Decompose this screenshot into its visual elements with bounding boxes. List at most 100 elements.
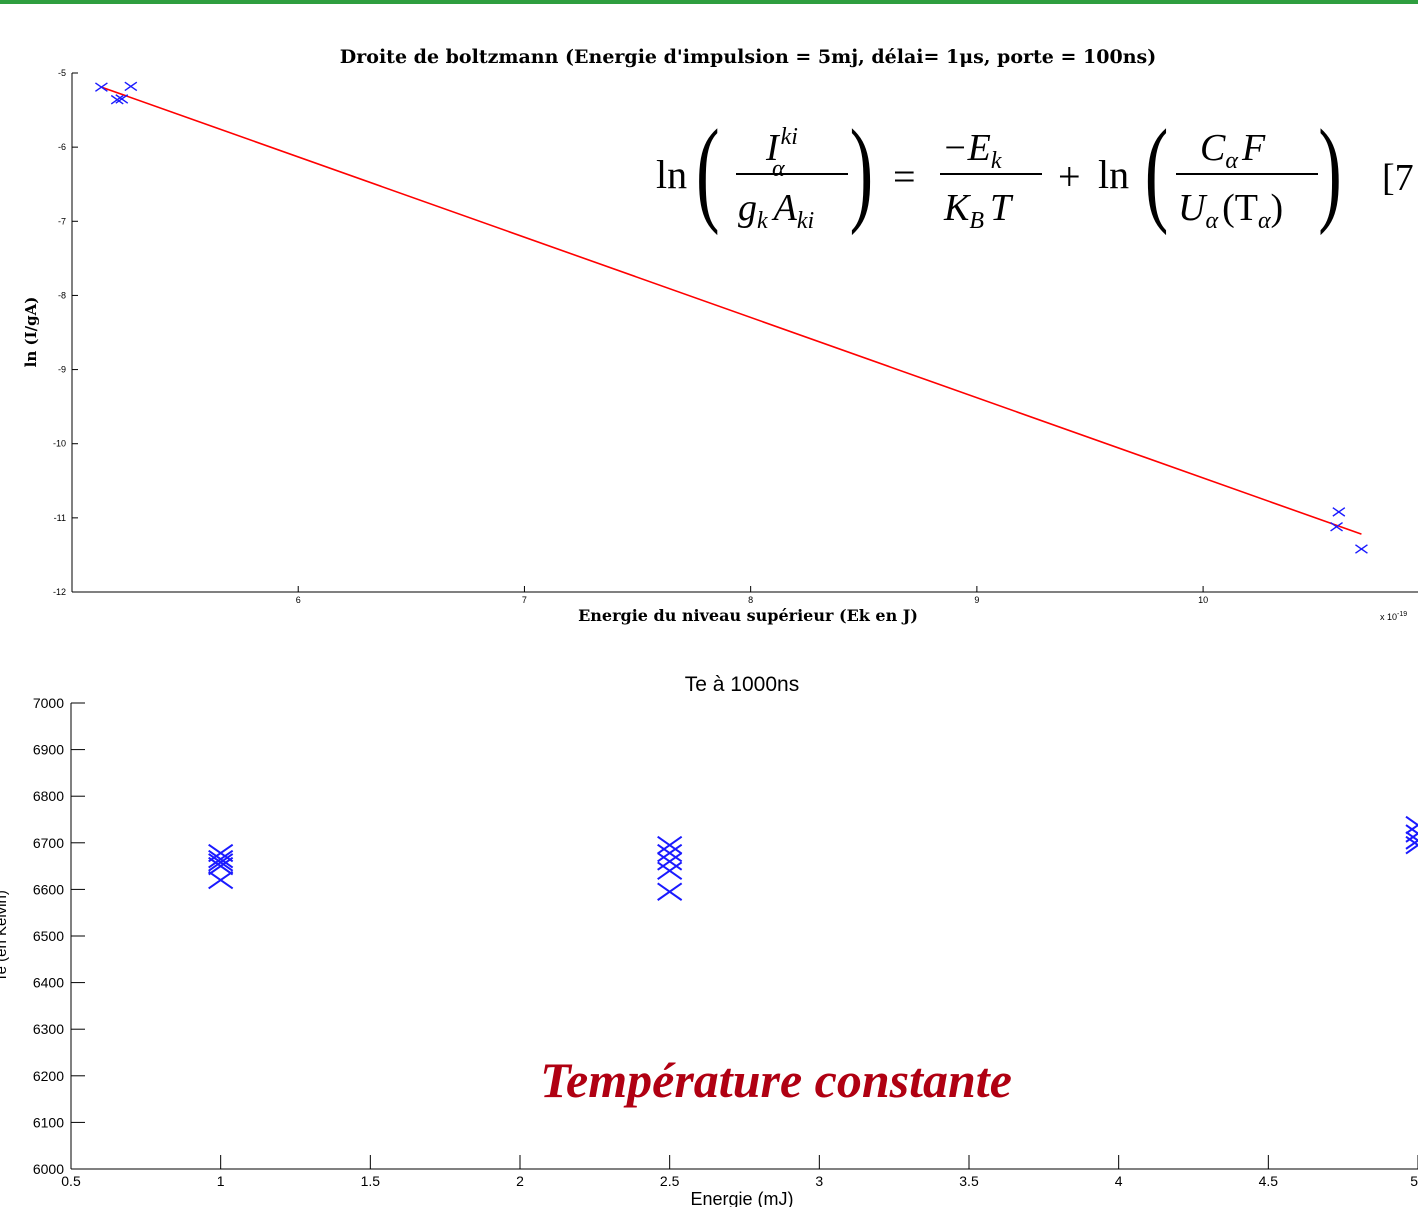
eq-ln-right: ln (1098, 152, 1129, 197)
eq-reference: [7 (1382, 157, 1414, 199)
boltzmann-y-tick-label: -12 (53, 587, 66, 597)
eq-intensity-symbol: I (765, 127, 781, 169)
te-data-point (208, 853, 234, 872)
eq-t-symbol: T (990, 187, 1014, 229)
te-data-points (208, 815, 1418, 901)
boltzmann-x-tick-label: 7 (522, 595, 527, 605)
te-y-tick-label: 6400 (33, 975, 64, 991)
te-data-point-stroke-a (1405, 831, 1418, 842)
te-y-axis-label: Te (en Kelvin) (0, 890, 10, 982)
te-x-tick-label: 4 (1115, 1173, 1123, 1189)
boltzmann-data-point-stroke-b (115, 94, 129, 104)
te-data-point-stroke-b (657, 852, 683, 871)
eq-u-close: ) (1271, 187, 1284, 229)
boltzmann-data-point-stroke-b (1332, 507, 1346, 517)
eq-kbt: KB T (943, 187, 1014, 234)
eq-u-symbol: U (1178, 187, 1208, 229)
boltzmann-y-tick-label: -7 (58, 216, 66, 226)
boltzmann-y-tick-label: -11 (54, 513, 66, 523)
boltzmann-y-tick-label: -9 (58, 365, 66, 375)
te-data-point (208, 843, 234, 863)
te-x-tick-label: 2 (516, 1173, 524, 1189)
boltzmann-x-multiplier-exponent: -19 (1397, 611, 1407, 618)
eq-calpha-f: Cα F (1200, 127, 1266, 174)
te-data-point-stroke-b (1405, 823, 1418, 835)
te-data-point-stroke-a (1405, 815, 1418, 827)
boltzmann-y-tick-label: -6 (58, 142, 66, 152)
eq-c-sub: α (1225, 148, 1238, 174)
te-y-ticks: 6000 6100 6200 6300 6400 6500 6600 6700 6800 6900… (33, 695, 85, 1177)
te-data-point-stroke-b (208, 849, 234, 869)
boltzmann-x-tick-label: 9 (974, 595, 979, 605)
boltzmann-x-tick-label: 8 (748, 595, 753, 605)
eq-intensity-sup: ki (781, 124, 798, 150)
te-data-point (1405, 831, 1418, 850)
boltzmann-data-point-stroke-b (1330, 521, 1343, 532)
boltzmann-fit-line (101, 86, 1362, 535)
te-y-tick-label: 7000 (33, 695, 64, 711)
eq-paren-close-1: ) (850, 106, 874, 237)
boltzmann-data-points (95, 81, 1368, 554)
eq-ln-left: ln (656, 152, 687, 197)
boltzmann-y-tick-label: -5 (58, 68, 66, 78)
te-data-point-stroke-b (208, 853, 234, 872)
eq-a-symbol: A (771, 187, 798, 229)
boltzmann-fit-segment (101, 86, 1362, 535)
te-y-tick-label: 6300 (33, 1021, 64, 1037)
boltzmann-chart-title: Droite de boltzmann (Energie d'impulsion… (340, 46, 1156, 68)
te-x-tick-label: 4.5 (1259, 1173, 1279, 1189)
eq-intensity-sub: α (772, 156, 785, 182)
eq-gk-aki: gk Aki (738, 187, 814, 234)
te-x-tick-label: 2.5 (660, 1173, 680, 1189)
te-chart-title: Te à 1000ns (685, 673, 799, 696)
eq-paren-open-2: ( (1145, 106, 1169, 237)
boltzmann-data-point (1355, 544, 1368, 554)
te-x-tick-label: 0.5 (61, 1173, 81, 1189)
eq-minus-ek: −Ek (942, 127, 1002, 174)
te-y-tick-label: 6100 (33, 1114, 64, 1130)
boltzmann-data-point (110, 94, 124, 105)
te-data-point-stroke-b (208, 870, 234, 890)
eq-c-symbol: C (1200, 127, 1226, 169)
te-data-point (1405, 835, 1418, 855)
te-data-point (208, 870, 234, 890)
te-data-point (208, 856, 234, 876)
te-data-point-stroke-a (1405, 824, 1418, 835)
boltzmann-x-tick-label: 10 (1198, 595, 1208, 605)
te-data-point-stroke-b (1405, 843, 1418, 855)
boltzmann-data-point-stroke-b (1355, 544, 1368, 554)
boltzmann-y-tick-label: -8 (58, 290, 66, 300)
te-x-tick-label: 3.5 (959, 1173, 979, 1189)
eq-u-arg: (T (1222, 187, 1258, 229)
eq-paren-open-1: ( (696, 106, 720, 237)
te-data-point (657, 861, 683, 880)
te-data-point-stroke-b (657, 861, 683, 880)
boltzmann-data-point (1330, 521, 1343, 532)
te-x-ticks: 0.5 1 1.5 2 2.5 3 3.5 4 4.5 5 (61, 1155, 1418, 1189)
te-chart: Te à 1000ns 6000 6100 6200 6300 6400 6500 6600… (0, 673, 1418, 1207)
boltzmann-chart: Droite de boltzmann (Energie d'impulsion… (22, 46, 1418, 625)
boltzmann-data-point (95, 82, 108, 92)
eq-f-symbol: F (1241, 127, 1266, 169)
te-y-tick-label: 6000 (33, 1161, 64, 1177)
te-x-tick-label: 3 (815, 1173, 823, 1189)
eq-e-sub: k (991, 148, 1002, 174)
eq-u-arg-sub: α (1258, 208, 1271, 234)
te-data-point-stroke-b (1405, 839, 1418, 850)
boltzmann-data-point-stroke-b (110, 94, 124, 105)
te-x-tick-label: 1.5 (361, 1173, 381, 1189)
boltzmann-x-multiplier-base: x 10 (1380, 612, 1397, 622)
boltzmann-x-tick-label: 6 (296, 595, 301, 605)
eq-partition: Uα (Tα) (1178, 187, 1283, 234)
te-data-point-stroke-a (1405, 835, 1418, 847)
boltzmann-data-point (1332, 507, 1346, 517)
te-y-tick-label: 6800 (33, 788, 64, 804)
boltzmann-x-multiplier: x 10-19 (1380, 611, 1407, 622)
eq-g-sub: k (757, 208, 768, 234)
constant-temperature-annotation: Température constante (540, 1052, 1012, 1108)
eq-g-symbol: g (738, 187, 757, 229)
eq-a-sub: ki (797, 208, 814, 234)
te-data-point-stroke-b (657, 843, 683, 863)
te-data-point (1405, 815, 1418, 835)
